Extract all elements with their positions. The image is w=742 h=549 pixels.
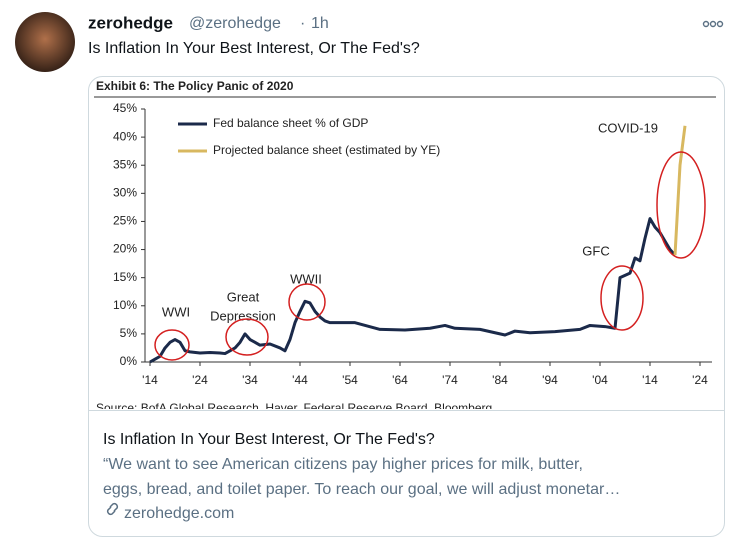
x-tick-label: '04 — [592, 373, 608, 387]
annotation-label: WWII — [290, 271, 322, 286]
tweet-text: Is Inflation In Your Best Interest, Or T… — [88, 40, 420, 57]
y-tick-label: 25% — [113, 214, 137, 228]
x-tick-label: '24 — [192, 373, 208, 387]
chart-title: Exhibit 6: The Policy Panic of 2020 — [96, 79, 294, 93]
x-tick-label: '14 — [142, 373, 158, 387]
more-menu[interactable] — [702, 20, 724, 28]
y-tick-label: 20% — [113, 242, 137, 256]
card-domain[interactable]: zerohedge.com — [124, 505, 234, 522]
y-tick-label: 10% — [113, 298, 137, 312]
y-tick-label: 35% — [113, 157, 137, 171]
time[interactable]: 1h — [311, 15, 329, 32]
x-tick-label: '74 — [442, 373, 458, 387]
y-tick-label: 15% — [113, 270, 137, 284]
data-line — [673, 125, 687, 256]
annotation-label: WWI — [162, 304, 190, 319]
annotation-label: Great — [227, 289, 260, 304]
card-title: Is Inflation In Your Best Interest, Or T… — [103, 431, 435, 448]
separator: · — [300, 15, 305, 32]
handle[interactable]: @zerohedge — [189, 15, 281, 32]
annotation-label: GFC — [582, 243, 609, 258]
x-tick-label: '84 — [492, 373, 508, 387]
card-description: eggs, bread, and toilet paper. To reach … — [103, 481, 620, 498]
x-tick-label: '44 — [292, 373, 308, 387]
x-tick-label: '94 — [542, 373, 558, 387]
chart: Exhibit 6: The Policy Panic of 2020 Sour… — [94, 79, 716, 415]
avatar[interactable] — [15, 12, 75, 72]
annotation-label: Depression — [210, 308, 276, 323]
x-tick-label: '54 — [342, 373, 358, 387]
y-tick-label: 45% — [113, 101, 137, 115]
x-tick-label: '34 — [242, 373, 258, 387]
annotation-circle — [225, 318, 269, 356]
data-line — [149, 217, 677, 364]
card-description: “We want to see American citizens pay hi… — [103, 456, 583, 473]
annotation-circle — [288, 283, 326, 321]
y-tick-label: 40% — [113, 129, 137, 143]
annotation-circle — [600, 265, 644, 331]
link-card[interactable] — [88, 76, 725, 537]
source: Source: BofA Global Research, Haver, Fed… — [96, 401, 492, 415]
legend-label: Projected balance sheet (estimated by YE… — [213, 143, 440, 157]
display-name[interactable]: zerohedge — [88, 13, 173, 32]
legend-label: Fed balance sheet % of GDP — [213, 116, 368, 130]
y-tick-label: 5% — [120, 326, 138, 340]
x-tick-label: '24 — [692, 373, 708, 387]
y-tick-label: 30% — [113, 186, 137, 200]
annotation-label: COVID-19 — [598, 120, 658, 135]
annotation-circle — [656, 151, 706, 259]
x-tick-label: '14 — [642, 373, 658, 387]
x-tick-label: '64 — [392, 373, 408, 387]
y-tick-label: 0% — [120, 354, 138, 368]
annotation-circle — [154, 329, 190, 361]
link-icon — [106, 502, 119, 516]
